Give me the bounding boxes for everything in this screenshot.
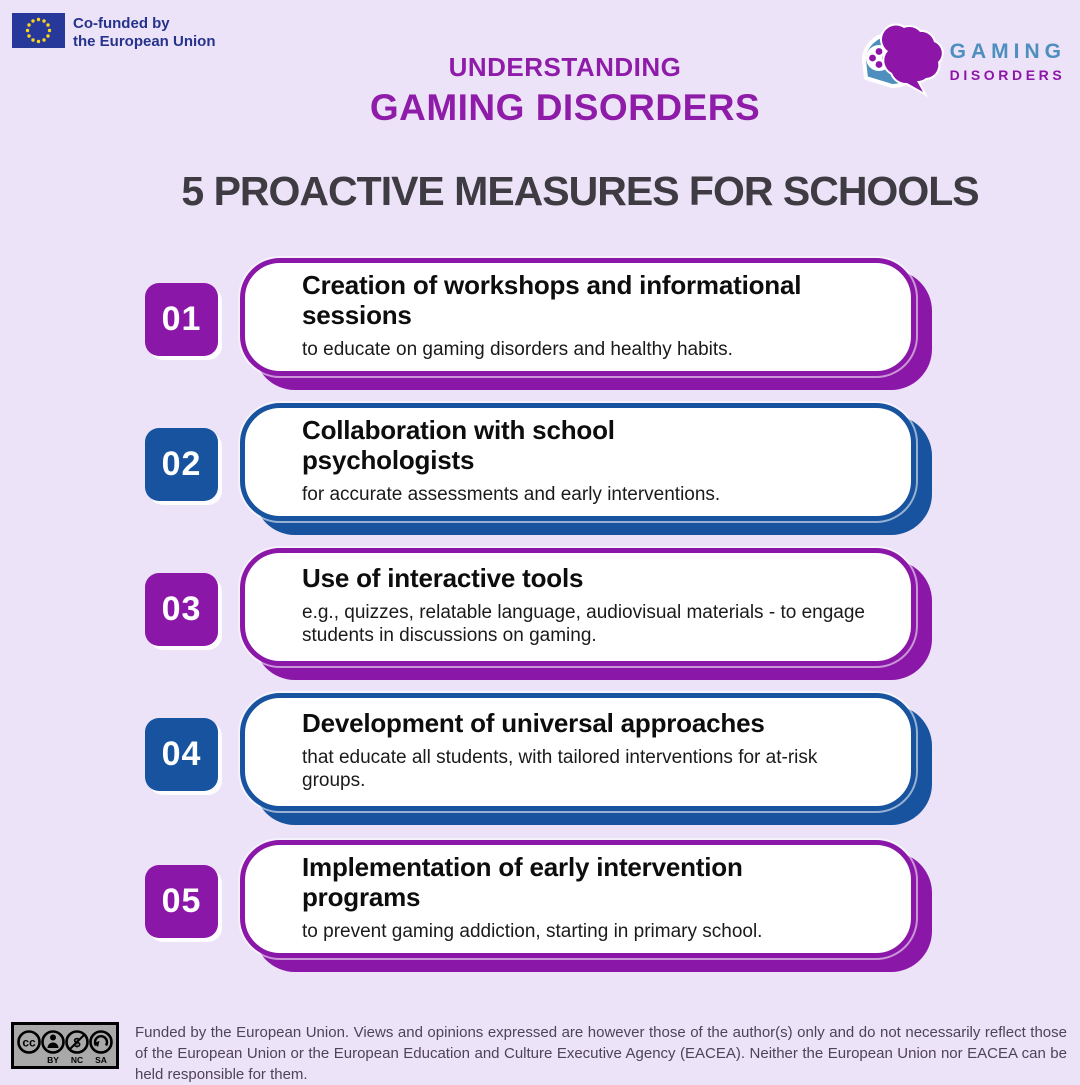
measure-description: that educate all students, with tailored… — [302, 746, 818, 792]
measure-card: Implementation of early intervention pro… — [240, 840, 916, 958]
measure-number-badge: 05 — [145, 865, 218, 938]
cc-by-label: BY — [47, 1055, 59, 1065]
measure-description: to educate on gaming disorders and healt… — [302, 338, 733, 360]
measure-number-badge: 01 — [145, 283, 218, 356]
measure-row-4: 04 Development of universal approaches t… — [0, 693, 1080, 826]
measure-title: Creation of workshops and informational … — [302, 269, 802, 330]
logo-disorders-text: DISORDERS — [949, 67, 1066, 83]
measure-number-badge: 02 — [145, 428, 218, 501]
measure-title: Collaboration with school psychologists — [302, 414, 615, 475]
measure-card: Collaboration with school psychologists … — [240, 403, 916, 521]
measure-row-5: 05 Implementation of early intervention … — [0, 840, 1080, 973]
gaming-disorders-logo: GAMING DISORDERS — [852, 20, 1066, 103]
eu-cofunded-text: Co-funded by the European Union — [73, 15, 216, 51]
page-title: 5 PROACTIVE MEASURES FOR SCHOOLS — [181, 168, 979, 214]
brand-kicker: UNDERSTANDING — [448, 52, 682, 82]
measure-card: Creation of workshops and informational … — [240, 258, 916, 376]
funding-disclaimer: Funded by the European Union. Views and … — [135, 1024, 1067, 1083]
eu-cofunded-line1: Co-funded by — [73, 15, 170, 32]
logo-wordmark: GAMING DISORDERS — [950, 40, 1066, 83]
logo-gaming-text: GAMING — [949, 40, 1066, 63]
measure-row-1: 01 Creation of workshops and information… — [0, 258, 1080, 391]
cc-license-badge: cc $ BY NC SA — [11, 1022, 119, 1074]
brand-header: UNDERSTANDING GAMING DISORDERS — [50, 52, 1080, 129]
measure-title: Implementation of early intervention pro… — [302, 851, 743, 912]
measure-description: to prevent gaming addiction, starting in… — [302, 920, 763, 942]
measure-number-badge: 03 — [145, 573, 218, 646]
cc-nc-label: NC — [71, 1055, 83, 1065]
eu-cofunded-badge: Co-funded by the European Union — [12, 13, 216, 53]
brand-title: GAMING DISORDERS — [369, 87, 761, 128]
brain-controller-icon — [852, 20, 944, 103]
measure-card: Development of universal approaches that… — [240, 693, 916, 811]
measure-row-2: 02 Collaboration with school psychologis… — [0, 403, 1080, 536]
measure-row-3: 03 Use of interactive tools e.g., quizze… — [0, 548, 1080, 681]
measure-number-badge: 04 — [145, 718, 218, 791]
eu-cofunded-line2: the European Union — [73, 33, 216, 50]
measure-description: e.g., quizzes, relatable language, audio… — [302, 601, 865, 647]
measure-title: Development of universal approaches — [302, 707, 765, 738]
measure-title: Use of interactive tools — [302, 562, 584, 593]
measure-description: for accurate assessments and early inter… — [302, 483, 721, 505]
measure-card: Use of interactive tools e.g., quizzes, … — [240, 548, 916, 666]
svg-text:cc: cc — [22, 1036, 36, 1050]
eu-flag-icon — [12, 13, 65, 53]
cc-sa-label: SA — [95, 1055, 107, 1065]
